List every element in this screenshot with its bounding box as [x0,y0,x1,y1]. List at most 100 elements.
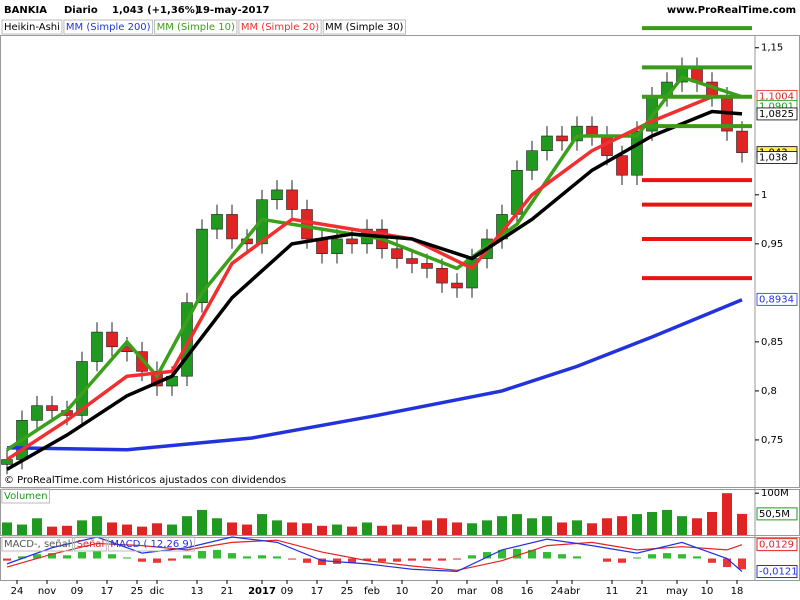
candle-body [271,189,283,201]
candle-body [181,302,193,377]
macd-bar [3,558,11,561]
candle-body [541,135,553,151]
volume-bar [17,524,27,535]
macd-bar [153,558,161,563]
legend-entry: Volumen [4,491,48,502]
candle-body [46,405,58,411]
volume-bar [632,514,642,535]
macd-bar [18,556,26,559]
candle-body [31,405,43,421]
x-tick-label: 18 [731,586,744,597]
volume-bar [302,523,312,535]
volume-bar [392,524,402,535]
volume-bar [737,513,747,535]
volume-bar [317,525,327,535]
volume-bar [572,520,582,535]
legend-box [238,19,322,35]
line [6,109,743,471]
macd-bar [318,558,326,565]
y-tick-label: 1,15 [761,43,783,54]
line [6,298,743,452]
macd-bar [168,558,176,561]
volume-bar [242,524,252,535]
legend-box [74,536,107,552]
volume-bar [197,509,207,535]
macd-bar [453,558,461,560]
price-label-box [756,107,798,121]
x-tick-label: 24 [11,586,24,597]
volume-bar [257,514,267,535]
legend-entry: MACD-, señal [4,539,71,550]
volume-bar [482,520,492,535]
macd-bar [228,553,236,559]
candle-body [526,150,538,171]
volume-bar [167,524,177,535]
legend-entry: MM (Simple 200) [66,22,151,33]
macd-bar [243,556,251,559]
legend-box [1,488,51,504]
macd-bar [303,558,311,563]
volume-bar [47,526,57,535]
volume-bar [332,524,342,535]
macd-bar [543,552,551,559]
volume-bar [272,520,282,535]
candle-body [91,331,103,362]
volume-bar [152,523,162,535]
macd-bar [423,558,431,561]
legend-entry: MM (Simple 10) [157,22,235,33]
y-tick-label: 100M [761,488,789,499]
volume-bar [437,518,447,535]
y-tick-label: 0,85 [761,337,783,348]
macd-bar [498,549,506,559]
legend-entry: Señal [77,539,105,550]
volume-bar [692,518,702,535]
legend-box [107,536,196,552]
macd-bar [558,554,566,559]
legend-box [322,19,406,35]
price-label: 1,1004 [759,91,794,102]
macd-bar [693,556,701,559]
x-tick-label: feb [364,586,380,597]
macd-bar [573,556,581,559]
x-tick-label: 25 [341,586,354,597]
symbol: BANKIA [4,5,47,16]
volume-bar [557,522,567,535]
volume-bar [617,516,627,535]
legend-box [63,19,154,35]
y-tick-label: 1 [761,190,767,201]
candle-body [451,282,463,289]
volume-bar [527,518,537,535]
macd-bar [198,550,206,559]
price-label: 1,038 [759,153,788,164]
period: Diario [64,5,98,16]
volume-bar [587,523,597,535]
volume-bar [677,516,687,535]
macd-bar [603,558,611,562]
volume-bar [77,520,87,535]
candle-body [286,189,298,210]
macd-bar [108,554,116,559]
candle-body [106,331,118,348]
x-tick-label: mar [457,586,478,597]
volume-bar [347,526,357,535]
macd-bar [138,558,146,562]
macd-bar [513,548,521,559]
x-tick-label: 17 [101,586,114,597]
volume-label: 50,5M [759,509,790,520]
volume-bar [422,520,432,535]
legend-entry: Heikin-Ashi [4,22,60,33]
x-tick-label: 10 [701,586,714,597]
candle-body [331,238,343,254]
x-tick-label: 09 [71,586,84,597]
quote: 1,043 (+1,36%) [112,5,199,16]
macd-bar [123,557,131,559]
price-label-box [756,292,798,306]
macd-bar [633,557,641,559]
candle-body [211,214,223,230]
volume-bar [182,516,192,535]
macd-bar [408,558,416,561]
legend-entry: MM (Simple 20) [241,22,319,33]
macd-bar [648,554,656,559]
price-label: 1,0901 [759,101,794,112]
